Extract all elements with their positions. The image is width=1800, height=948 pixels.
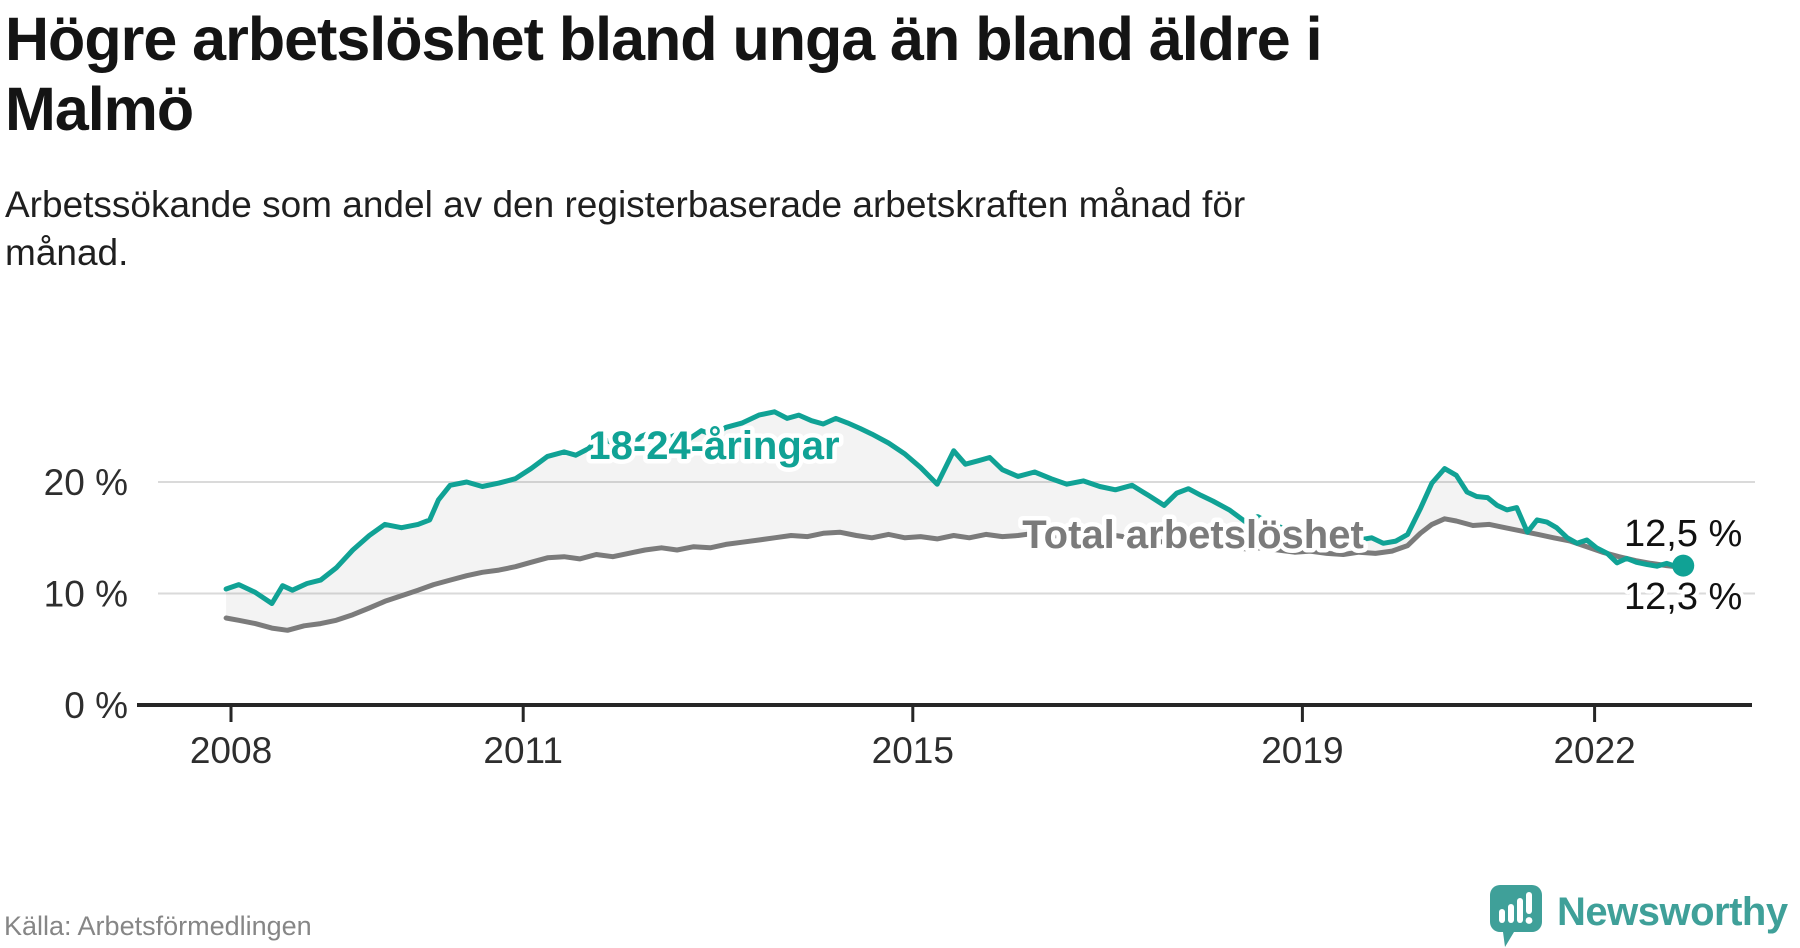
x-tick-label: 2019	[1261, 730, 1343, 771]
page-title: Högre arbetslöshet bland unga än bland ä…	[5, 4, 1785, 144]
y-tick-label: 0 %	[64, 685, 128, 726]
y-tick-label: 10 %	[44, 574, 128, 615]
subtitle-line-1: Arbetssökande som andel av den registerb…	[5, 184, 1246, 225]
area-between-series	[226, 411, 1684, 631]
exclamation-dot	[1525, 917, 1533, 924]
x-tick-label: 2008	[190, 730, 272, 771]
end-value-label-total: 12,3 %	[1624, 576, 1742, 618]
bar-2	[1508, 904, 1514, 923]
title-line-2: Malmö	[5, 75, 194, 143]
end-value-label-youth: 12,5 %	[1624, 513, 1742, 555]
x-tick-label: 2015	[872, 730, 954, 771]
x-tick-label: 2011	[483, 730, 563, 771]
newsworthy-icon	[1490, 885, 1542, 947]
series-line-total	[223, 516, 1686, 633]
title-line-1: Högre arbetslöshet bland unga än bland ä…	[5, 5, 1323, 73]
chart-subtitle: Arbetssökande som andel av den registerb…	[5, 181, 1705, 277]
y-tick-label: 20 %	[44, 462, 128, 503]
bar-1	[1499, 909, 1505, 923]
brand-logo: Newsworthy	[1488, 883, 1788, 948]
x-tick-label: 2022	[1553, 730, 1635, 771]
subtitle-line-2: månad.	[5, 232, 129, 273]
series-line-youth	[223, 409, 1686, 606]
speech-bubble-shape	[1490, 885, 1542, 947]
exclamation-bar	[1526, 892, 1532, 914]
bar-3	[1517, 898, 1523, 923]
source-credit: Källa: Arbetsförmedlingen	[4, 911, 312, 941]
end-dot-youth	[1672, 554, 1695, 577]
brand-wordmark: Newsworthy	[1557, 890, 1788, 934]
series-label-total: Total arbetslöshet	[1022, 513, 1364, 557]
series-label-youth: 18-24-åringar	[588, 424, 839, 468]
